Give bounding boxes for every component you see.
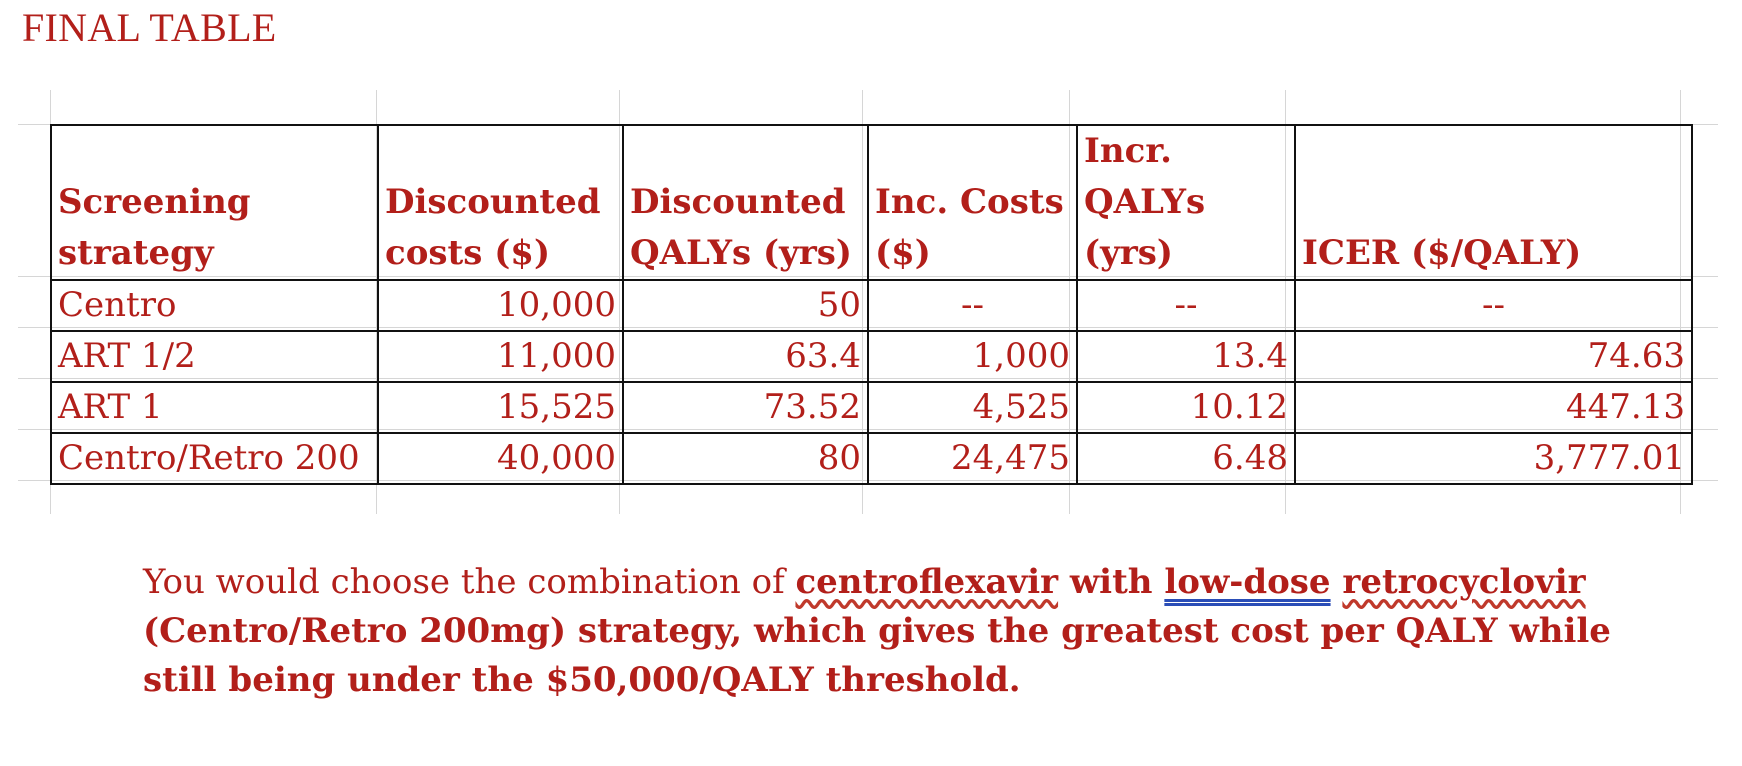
table-cell: 447.13 — [1294, 381, 1693, 434]
table-header-row: Screening strategy Discounted costs ($) … — [50, 124, 1693, 281]
table-row: ART 1 15,525 73.52 4,525 10.12 447.13 — [50, 381, 1693, 434]
header-cell: ICER ($/QALY) — [1294, 124, 1693, 281]
header-cell: Inc. Costs ($) — [867, 124, 1078, 281]
table-cell: 40,000 — [377, 432, 624, 485]
table-cell: 10.12 — [1076, 381, 1296, 434]
table-cell: 73.52 — [622, 381, 869, 434]
table-cell: 6.48 — [1076, 432, 1296, 485]
table-cell: -- — [867, 279, 1078, 332]
table-row: ART 1/2 11,000 63.4 1,000 13.4 74.63 — [50, 330, 1693, 383]
strategy-cell: ART 1/2 — [50, 330, 379, 383]
table-cell: 10,000 — [377, 279, 624, 332]
header-cell: Incr. QALYs (yrs) — [1076, 124, 1296, 281]
answer-with: with — [1058, 562, 1165, 602]
strategy-cell: Centro — [50, 279, 379, 332]
table-cell: 3,777.01 — [1294, 432, 1693, 485]
header-cell: Discounted costs ($) — [377, 124, 624, 281]
table-cell: 4,525 — [867, 381, 1078, 434]
strategy-cell: ART 1 — [50, 381, 379, 434]
table-cell: 50 — [622, 279, 869, 332]
header-cell: Discounted QALYs (yrs) — [622, 124, 869, 281]
table-cell: 74.63 — [1294, 330, 1693, 383]
low-dose-term: low-dose — [1164, 562, 1331, 602]
answer-conclusion: (Centro/Retro 200mg) strategy, which giv… — [143, 611, 1611, 700]
table-row: Centro/Retro 200 40,000 80 24,475 6.48 3… — [50, 432, 1693, 485]
table-cell: -- — [1076, 279, 1296, 332]
drug-name-retrocyclovir: retrocyclovir — [1342, 562, 1586, 602]
table-cell: 11,000 — [377, 330, 624, 383]
page-title: FINAL TABLE — [22, 5, 277, 50]
table-cell: 63.4 — [622, 330, 869, 383]
table-cell: 24,475 — [867, 432, 1078, 485]
table-cell: 15,525 — [377, 381, 624, 434]
strategy-cell: Centro/Retro 200 — [50, 432, 379, 485]
final-table: Screening strategy Discounted costs ($) … — [50, 124, 1693, 485]
table-cell: 80 — [622, 432, 869, 485]
answer-paragraph: You would choose the combination of cent… — [143, 558, 1623, 705]
answer-intro: You would choose the combination of — [143, 562, 796, 602]
table-row: Centro 10,000 50 -- -- -- — [50, 279, 1693, 332]
table-cell: 1,000 — [867, 330, 1078, 383]
answer-space — [1331, 562, 1343, 602]
table-cell: 13.4 — [1076, 330, 1296, 383]
table-cell: -- — [1294, 279, 1693, 332]
header-cell: Screening strategy — [50, 124, 379, 281]
drug-name-centroflexavir: centroflexavir — [795, 562, 1059, 602]
